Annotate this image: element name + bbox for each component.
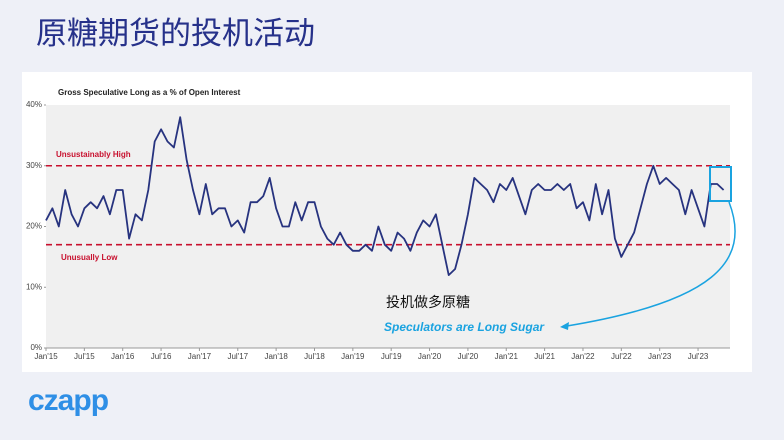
- x-tick-label: Jul'21: [534, 352, 555, 361]
- x-tick-label: Jul'23: [688, 352, 709, 361]
- x-tick-label: Jan'18: [264, 352, 288, 361]
- x-tick-label: Jan'17: [188, 352, 212, 361]
- x-tick-label: Jan'19: [341, 352, 365, 361]
- y-tick-label: 40%: [26, 100, 42, 109]
- annotation-en: Speculators are Long Sugar: [384, 320, 545, 334]
- reference-label: Unusually Low: [61, 253, 118, 262]
- chart-panel: Gross Speculative Long as a % of Open In…: [22, 72, 752, 372]
- x-tick-label: Jul'20: [458, 352, 479, 361]
- y-tick-label: 20%: [26, 222, 42, 231]
- x-tick-label: Jan'22: [571, 352, 595, 361]
- logo: czapp: [28, 384, 109, 417]
- chart-title: Gross Speculative Long as a % of Open In…: [58, 88, 241, 97]
- x-tick-label: Jan'15: [34, 352, 58, 361]
- data-line: [45, 116, 725, 276]
- x-tick-label: Jan'20: [418, 352, 442, 361]
- y-tick-label: 0%: [30, 343, 42, 352]
- x-tick-label: Jul'16: [151, 352, 172, 361]
- annotation-cn: 投机做多原糖: [386, 294, 470, 311]
- y-tick-label: 10%: [26, 282, 42, 291]
- y-tick-label: 30%: [26, 161, 42, 170]
- x-tick-label: Jul'15: [74, 352, 95, 361]
- x-tick-label: Jan'21: [495, 352, 519, 361]
- x-tick-label: Jul'19: [381, 352, 402, 361]
- reference-label: Unsustainably High: [56, 150, 131, 159]
- plot-area: [46, 105, 730, 348]
- slide-title: 原糖期货的投机活动: [36, 16, 315, 52]
- x-tick-label: Jan'16: [111, 352, 135, 361]
- chart: Gross Speculative Long as a % of Open In…: [26, 88, 736, 361]
- highlight-box: [709, 166, 732, 202]
- x-tick-label: Jul'17: [227, 352, 248, 361]
- x-tick-label: Jan'23: [648, 352, 672, 361]
- x-tick-label: Jul'18: [304, 352, 325, 361]
- arrow: [566, 201, 736, 327]
- x-tick-label: Jul'22: [611, 352, 632, 361]
- arrow-head: [560, 322, 569, 330]
